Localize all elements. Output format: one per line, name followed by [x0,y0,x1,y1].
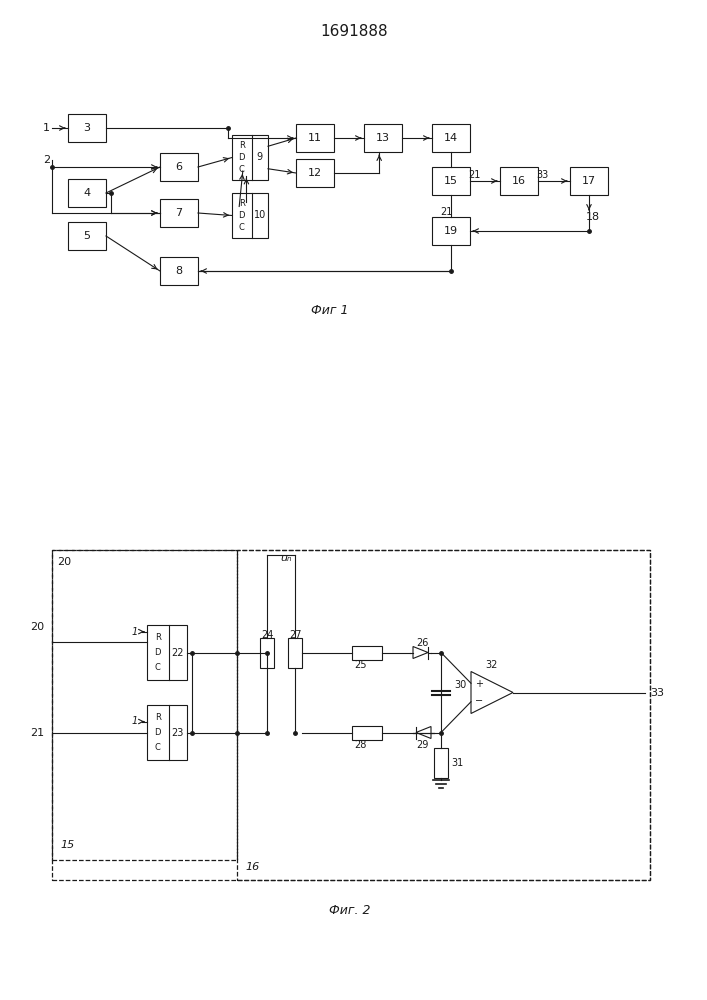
Bar [432,217,470,245]
Bar [432,124,470,152]
Bar [352,646,382,660]
Text: 33: 33 [536,170,548,180]
Text: 30: 30 [454,680,466,690]
Bar [296,159,334,187]
Polygon shape [416,726,431,738]
Text: R: R [155,713,160,722]
Text: Фиг 1: Фиг 1 [311,304,349,316]
Text: 1: 1 [132,627,138,637]
Text: 7: 7 [175,208,182,218]
Text: C: C [239,223,245,232]
Bar [52,550,237,860]
Bar [160,257,198,285]
Bar [147,705,187,760]
Bar [160,199,198,227]
Text: 17: 17 [582,176,596,186]
Bar [147,625,187,680]
Bar [434,748,448,778]
Text: 23: 23 [172,728,184,738]
Text: 13: 13 [376,133,390,143]
Text: D: D [155,648,161,657]
Bar [570,167,608,195]
Text: 8: 8 [175,266,182,276]
Text: 31: 31 [451,758,463,768]
Text: 12: 12 [308,168,322,178]
Text: 15: 15 [60,840,74,850]
Text: 6: 6 [175,162,182,172]
Text: 4: 4 [83,188,90,198]
Bar [364,124,402,152]
Bar [68,222,106,250]
Text: 3: 3 [83,123,90,133]
Text: 5: 5 [83,231,90,241]
Text: D: D [238,211,245,220]
Text: 20: 20 [30,621,44,632]
Text: 21: 21 [440,207,452,217]
Text: 10: 10 [254,211,266,221]
Text: uₙ: uₙ [280,553,292,563]
Text: 32: 32 [486,660,498,670]
Text: D: D [155,728,161,737]
Text: 9: 9 [257,152,263,162]
Text: C: C [239,165,245,174]
Text: C: C [155,663,160,672]
Bar [432,167,470,195]
Bar [296,124,334,152]
Text: R: R [239,199,245,208]
Text: 2: 2 [43,155,50,165]
Text: 14: 14 [444,133,458,143]
Bar [260,638,274,668]
Text: 25: 25 [354,660,366,670]
Bar [52,550,650,880]
Text: 22: 22 [172,648,184,658]
Bar [232,135,268,180]
Text: 1691888: 1691888 [320,24,388,39]
Bar [68,179,106,207]
Text: 20: 20 [57,557,71,567]
Text: 26: 26 [416,638,428,648]
Text: 1: 1 [132,716,138,726]
Bar [288,638,302,668]
Text: 33: 33 [650,688,664,698]
Text: 28: 28 [354,740,366,750]
Text: 16: 16 [245,862,259,872]
Text: 29: 29 [416,740,428,750]
Bar [68,114,106,142]
Text: D: D [238,153,245,162]
Text: 27: 27 [288,630,301,640]
Text: 21: 21 [468,170,480,180]
Text: 1: 1 [43,123,50,133]
Bar [237,550,650,880]
Text: 11: 11 [308,133,322,143]
Text: 15: 15 [444,176,458,186]
Bar [352,726,382,740]
Text: 24: 24 [261,630,273,640]
Text: 19: 19 [444,226,458,236]
Text: 21: 21 [30,728,44,738]
Bar [160,153,198,181]
Polygon shape [413,647,428,658]
Text: 18: 18 [586,212,600,222]
Polygon shape [471,672,513,714]
Bar [500,167,538,195]
Text: Фиг. 2: Фиг. 2 [329,904,370,916]
Text: C: C [155,743,160,752]
Text: 16: 16 [512,176,526,186]
Bar [232,193,268,238]
Text: R: R [239,141,245,150]
Text: R: R [155,633,160,642]
Text: −: − [475,696,483,706]
Text: +: + [475,679,483,689]
